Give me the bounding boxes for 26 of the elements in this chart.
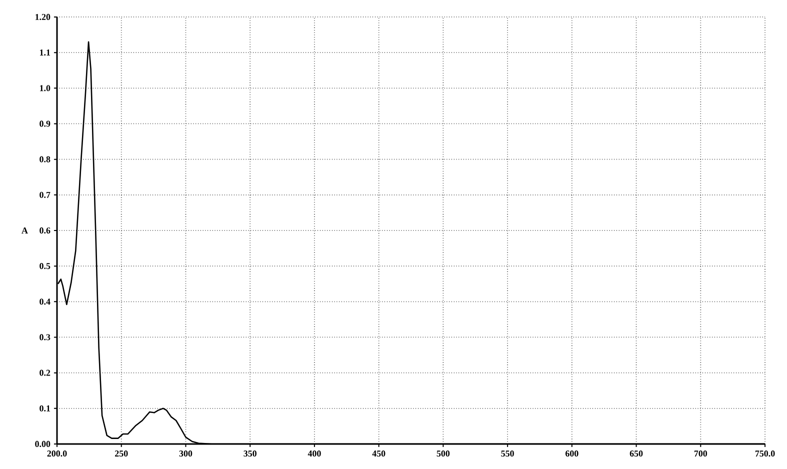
x-tick-label: 400 — [308, 450, 321, 457]
y-tick-label: 1.20 — [36, 14, 50, 20]
x-tick-label: 350 — [244, 450, 256, 457]
x-tick-label: 750.0 — [755, 450, 775, 457]
y-tick-label: 0.5 — [40, 263, 50, 270]
y-tick-label: 1.1 — [40, 50, 50, 56]
y-tick-label: 0.8 — [40, 156, 50, 162]
x-tick-label: 700 — [694, 450, 708, 457]
x-tick-label: 250 — [115, 450, 128, 457]
y-tick-label: 0.6 — [40, 227, 50, 234]
x-tick-label: 300 — [179, 450, 192, 457]
y-tick-label: 0.1 — [40, 405, 50, 412]
x-tick-label: 450 — [372, 450, 386, 457]
x-tick-label: 200.0 — [47, 450, 67, 457]
y-tick-label: 0.2 — [40, 370, 50, 376]
x-tick-label: 650 — [630, 450, 643, 457]
y-tick-label: 1.0 — [40, 85, 50, 92]
y-tick-label: 0.3 — [40, 334, 50, 340]
y-tick-label: 0.00 — [35, 440, 50, 448]
y-axis-title: A — [22, 228, 28, 234]
y-tick-label: 0.4 — [40, 298, 50, 305]
x-tick-label: 600 — [566, 450, 578, 457]
x-tick-label: 550 — [501, 450, 514, 457]
y-tick-label: 0.9 — [40, 120, 50, 127]
y-tick-label: 0.7 — [40, 192, 50, 198]
x-tick-label: 500 — [436, 450, 450, 457]
